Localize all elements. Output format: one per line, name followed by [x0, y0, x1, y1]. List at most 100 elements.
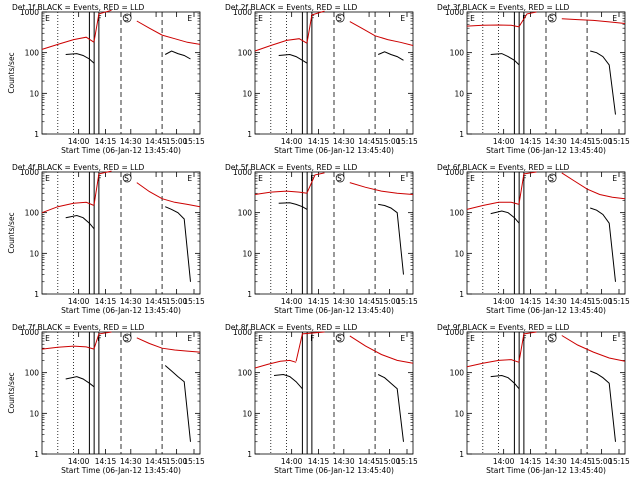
series-lld: [41, 201, 95, 214]
marker-circle: [547, 13, 557, 23]
series-events: [377, 374, 404, 442]
x-tick-label: 14:30: [333, 297, 355, 306]
y-tick-label: 10: [242, 249, 252, 258]
x-tick-label: 15:15: [396, 137, 418, 146]
x-axis-label: Start Time (06-Jan-12 13:45:40): [61, 466, 181, 475]
chart-panel-3: Det 3f BLACK = Events, RED = LLD 1 10 100 10…: [437, 3, 630, 155]
marker-circle: [122, 173, 132, 183]
marker-label-s: S: [124, 174, 129, 183]
marker-label-e: E: [612, 174, 617, 183]
series-lld: [93, 170, 112, 205]
marker-label-e: E: [258, 174, 263, 183]
y-tick-label: 1: [34, 290, 39, 299]
x-tick-label: 14:15: [95, 457, 117, 466]
series-lld: [349, 21, 414, 46]
series-lld: [518, 331, 537, 362]
marker-label-e: E: [258, 334, 263, 343]
series-lld: [466, 201, 520, 210]
x-tick-label: 15:00: [591, 457, 613, 466]
y-tick-label: 1000: [233, 328, 252, 337]
chart-title: Det 3f BLACK = Events, RED = LLD: [437, 3, 570, 12]
marker-label-f: F: [310, 14, 314, 23]
marker-label-e: E: [400, 334, 405, 343]
x-tick-label: 14:00: [281, 297, 303, 306]
chart-panel-6: Det 6f BLACK = Events, RED = LLD 1 10 100 10…: [437, 163, 630, 315]
marker-label-e: E: [45, 14, 50, 23]
marker-label-f: F: [97, 334, 101, 343]
series-lld: [136, 337, 201, 353]
series-events: [590, 207, 616, 282]
chart-panel-2: Det 2f BLACK = Events, RED = LLD 1 10 100 10…: [225, 3, 418, 155]
series-lld: [93, 331, 112, 349]
series-lld: [306, 172, 325, 193]
x-tick-label: 14:30: [120, 137, 142, 146]
series-events: [165, 206, 191, 282]
series-events: [164, 50, 191, 60]
y-tick-label: 1: [34, 450, 39, 459]
marker-label-e: E: [187, 174, 192, 183]
x-tick-label: 15:15: [608, 297, 630, 306]
series-events: [490, 374, 520, 390]
x-tick-label: 15:15: [396, 297, 418, 306]
marker-label-e: E: [470, 174, 475, 183]
series-events: [490, 53, 520, 66]
series-lld: [295, 331, 325, 362]
x-tick-label: 14:45: [358, 297, 380, 306]
y-tick-label: 100: [25, 209, 40, 218]
x-tick-label: 14:00: [493, 137, 515, 146]
y-tick-label: 1000: [233, 8, 252, 17]
marker-label-e: E: [470, 14, 475, 23]
chart-panel-1: Det 1f BLACK = Events, RED = LLD 1 10 100 10…: [7, 3, 205, 155]
x-axis-label: Start Time (06-Jan-12 13:45:40): [486, 306, 606, 315]
x-tick-label: 14:30: [545, 297, 567, 306]
x-tick-label: 14:15: [308, 297, 330, 306]
x-tick-label: 15:15: [396, 457, 418, 466]
marker-label-s: S: [124, 14, 129, 23]
x-tick-label: 14:15: [95, 297, 117, 306]
marker-label-f: F: [310, 174, 314, 183]
y-axis-label: Counts/sec: [7, 52, 16, 93]
marker-circle: [547, 173, 557, 183]
marker-label-s: S: [337, 14, 342, 23]
marker-label-f: F: [522, 174, 526, 183]
y-tick-label: 1: [34, 130, 39, 139]
y-tick-label: 100: [238, 369, 253, 378]
series-lld: [466, 359, 520, 368]
y-tick-label: 1000: [445, 168, 464, 177]
y-tick-label: 100: [25, 369, 40, 378]
x-tick-label: 14:00: [68, 137, 90, 146]
x-tick-label: 15:00: [591, 137, 613, 146]
y-tick-label: 10: [29, 249, 39, 258]
chart-panel-8: Det 8f BLACK = Events, RED = LLD 1 10 100 10…: [225, 323, 418, 475]
x-tick-label: 15:00: [379, 137, 401, 146]
series-lld: [254, 38, 308, 52]
x-tick-label: 14:15: [95, 137, 117, 146]
marker-label-s: S: [337, 334, 342, 343]
marker-label-s: S: [549, 14, 554, 23]
marker-label-e: E: [470, 334, 475, 343]
x-tick-label: 14:00: [281, 457, 303, 466]
y-tick-label: 1000: [445, 328, 464, 337]
series-lld: [254, 359, 297, 369]
chart-panel-7: Det 7f BLACK = Events, RED = LLD 1 10 100 10…: [7, 323, 205, 475]
marker-label-s: S: [549, 174, 554, 183]
marker-label-f: F: [310, 334, 314, 343]
chart-panel-4: Det 4f BLACK = Events, RED = LLD 1 10 100 10…: [7, 163, 205, 315]
x-tick-label: 14:45: [145, 457, 167, 466]
x-tick-label: 14:30: [545, 137, 567, 146]
series-lld: [41, 345, 95, 350]
series-lld: [41, 36, 95, 50]
series-events: [273, 373, 303, 390]
marker-label-e: E: [187, 334, 192, 343]
series-events: [278, 53, 308, 64]
x-tick-label: 14:45: [358, 457, 380, 466]
y-tick-label: 1000: [20, 8, 39, 17]
series-events: [65, 53, 95, 64]
marker-label-s: S: [549, 334, 554, 343]
series-lld: [93, 9, 112, 42]
x-tick-label: 14:30: [333, 137, 355, 146]
y-tick-label: 100: [25, 49, 40, 58]
series-lld: [561, 335, 626, 362]
x-tick-label: 14:30: [120, 297, 142, 306]
x-tick-label: 14:00: [493, 297, 515, 306]
